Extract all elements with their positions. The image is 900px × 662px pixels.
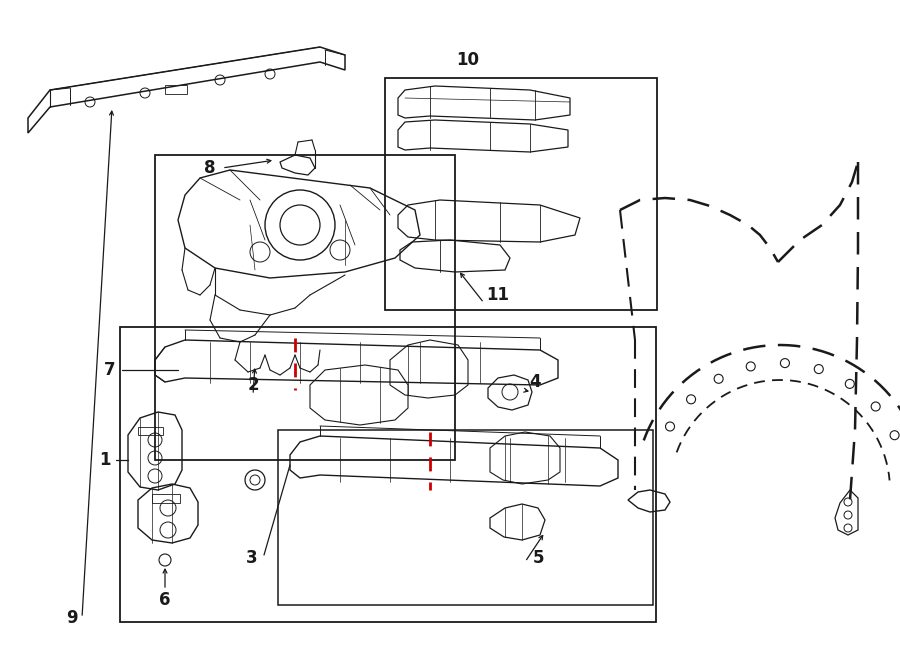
Text: 11: 11 bbox=[487, 286, 509, 304]
Text: 10: 10 bbox=[456, 51, 480, 69]
Bar bbox=[138, 427, 163, 435]
Text: 3: 3 bbox=[247, 549, 257, 567]
Bar bbox=[120, 327, 656, 622]
Text: 8: 8 bbox=[204, 159, 216, 177]
Text: 5: 5 bbox=[532, 549, 544, 567]
Bar bbox=[278, 430, 653, 605]
Text: 1: 1 bbox=[99, 451, 111, 469]
Text: 6: 6 bbox=[159, 591, 171, 609]
Text: 9: 9 bbox=[67, 609, 77, 627]
Text: 7: 7 bbox=[104, 361, 116, 379]
Text: 2: 2 bbox=[248, 376, 259, 394]
Bar bbox=[385, 78, 657, 310]
Bar bbox=[165, 85, 187, 94]
Bar bbox=[155, 155, 455, 460]
Bar bbox=[152, 494, 180, 503]
Text: 4: 4 bbox=[529, 373, 541, 391]
